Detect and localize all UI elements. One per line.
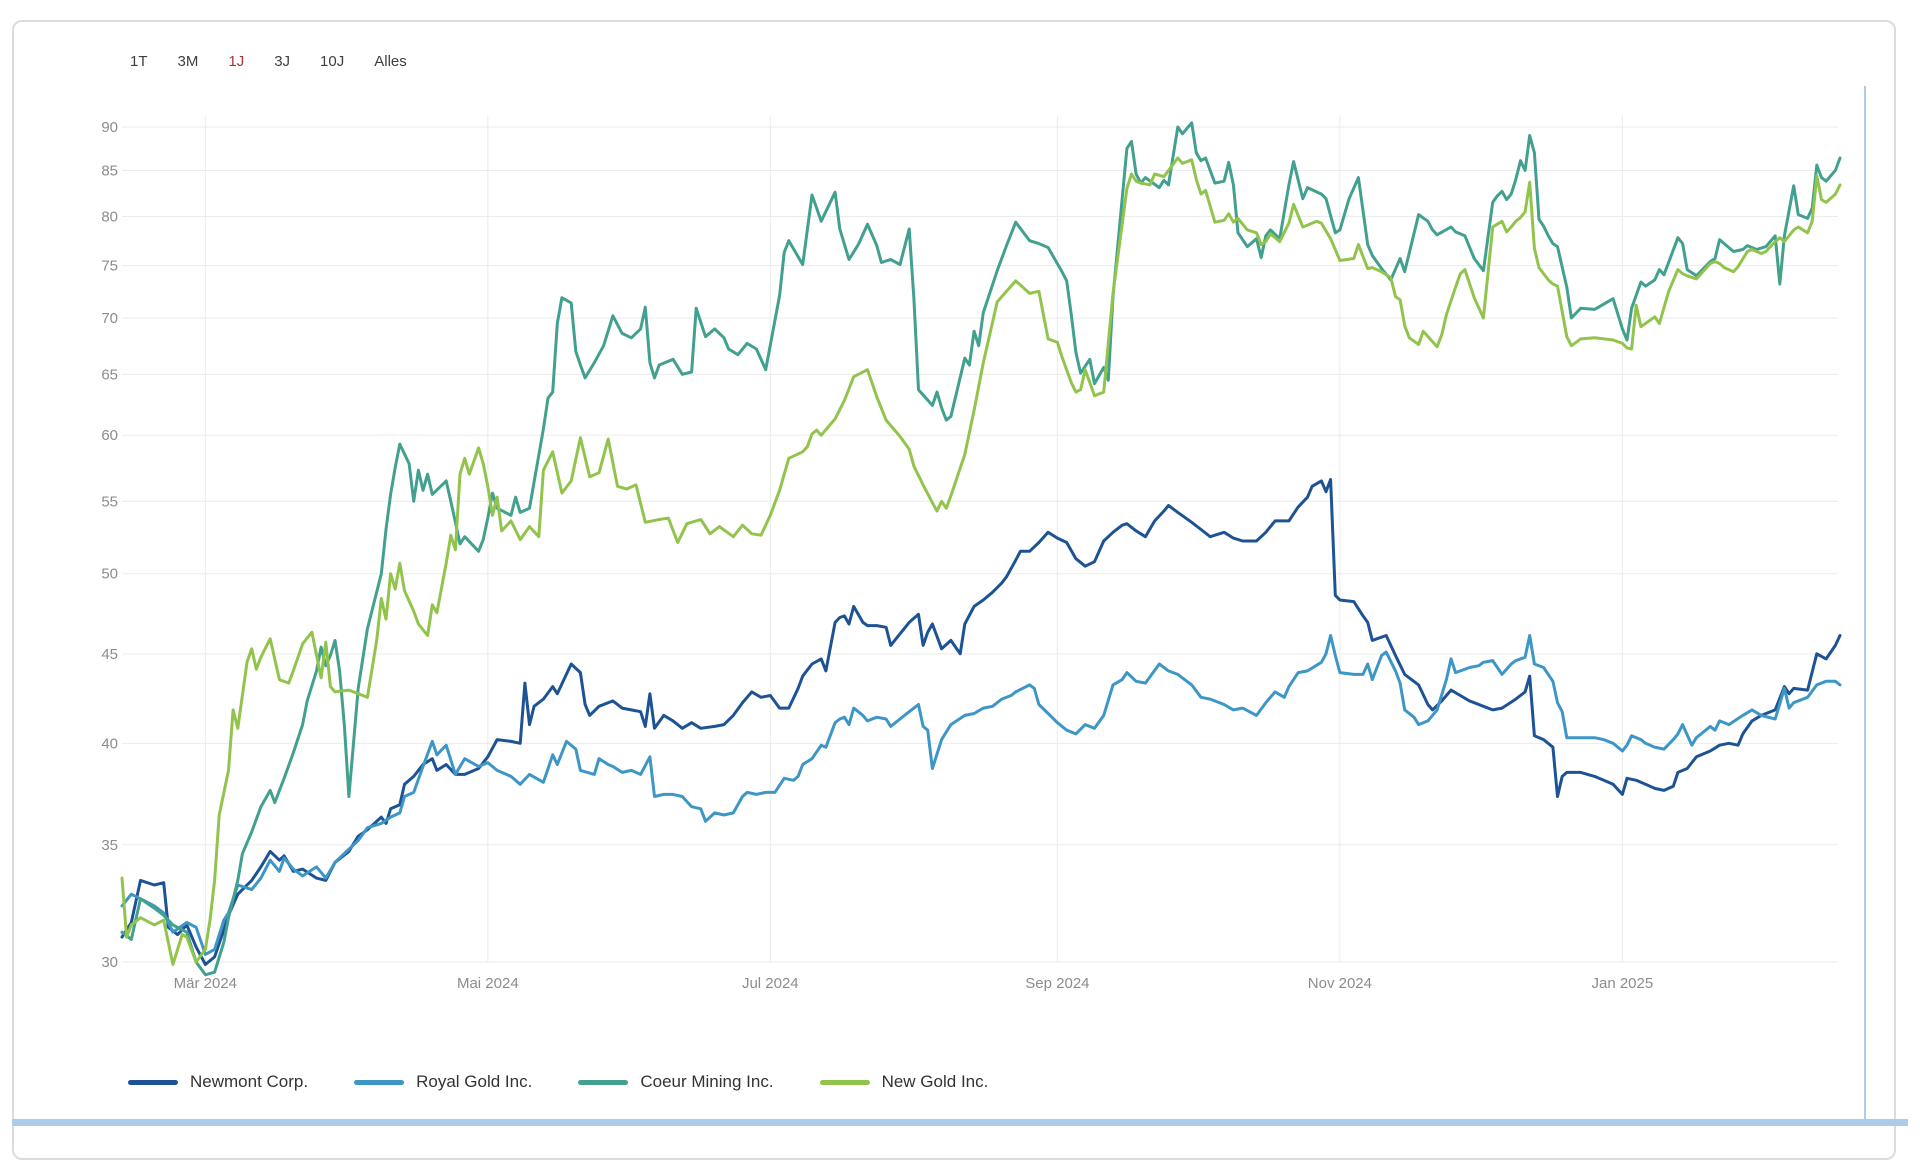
legend-item-coeur-mining-inc[interactable]: Coeur Mining Inc. xyxy=(578,1072,774,1092)
x-axis-tick-label: Sep 2024 xyxy=(1025,975,1089,992)
legend-item-label: New Gold Inc. xyxy=(881,1072,989,1091)
legend-color-dash xyxy=(128,1079,178,1085)
series-line-newmont-corp xyxy=(120,478,1842,966)
chart-frame-right-border xyxy=(1864,86,1866,1119)
y-axis-tick-label: 80 xyxy=(101,209,118,226)
legend-item-newmont-corp[interactable]: Newmont Corp. xyxy=(128,1072,308,1092)
legend-color-dash xyxy=(354,1079,405,1085)
legend-color-dash xyxy=(578,1079,629,1085)
range-button-Alles[interactable]: Alles xyxy=(372,50,409,74)
chart-card xyxy=(12,20,1896,1160)
legend-item-label: Coeur Mining Inc. xyxy=(640,1072,774,1091)
x-axis-tick-label: Jul 2024 xyxy=(742,975,799,992)
legend-color-dash xyxy=(819,1079,870,1085)
range-button-1T[interactable]: 1T xyxy=(128,50,150,74)
bottom-scrollbar[interactable] xyxy=(12,1119,1908,1126)
legend-item-royal-gold-inc[interactable]: Royal Gold Inc. xyxy=(354,1072,532,1092)
y-axis-tick-label: 90 xyxy=(101,119,118,136)
range-button-3M[interactable]: 3M xyxy=(176,50,201,74)
x-axis-tick-label: Nov 2024 xyxy=(1308,975,1372,992)
y-axis-tick-label: 35 xyxy=(101,837,118,854)
x-axis-tick-label: Jan 2025 xyxy=(1591,975,1653,992)
x-axis-tick-label: Mai 2024 xyxy=(457,975,519,992)
stock-comparison-chart: 90 85 80 75 70 65 60 55 50 45 40 35 30 Mär 2024 Mai 20… xyxy=(101,116,1842,992)
legend-item-label: Royal Gold Inc. xyxy=(416,1072,533,1091)
chart-legend: Newmont Corp. Royal Gold Inc. Coeur Mining… xyxy=(128,1072,988,1092)
series-line-new-gold-inc xyxy=(120,156,1842,966)
y-axis-tick-label: 55 xyxy=(101,493,118,510)
series-line-royal-gold-inc xyxy=(120,634,1842,956)
y-axis-tick-label: 85 xyxy=(101,162,118,179)
x-axis-tick-label: Mär 2024 xyxy=(174,975,237,992)
y-axis-tick-label: 50 xyxy=(101,566,118,583)
y-axis-tick-label: 60 xyxy=(101,427,118,444)
y-axis-tick-label: 45 xyxy=(101,646,118,663)
legend-item-new-gold-inc[interactable]: New Gold Inc. xyxy=(819,1072,989,1092)
range-button-3J[interactable]: 3J xyxy=(272,50,292,74)
legend-item-label: Newmont Corp. xyxy=(190,1072,309,1091)
range-toolbar: 1T 3M 1J 3J 10J Alles xyxy=(128,50,409,74)
range-button-10J[interactable]: 10J xyxy=(318,50,346,74)
range-button-1J[interactable]: 1J xyxy=(226,50,246,74)
y-axis-tick-label: 75 xyxy=(101,258,118,275)
y-axis-tick-label: 40 xyxy=(101,735,118,752)
y-axis-tick-label: 70 xyxy=(101,310,118,327)
y-axis-tick-label: 65 xyxy=(101,366,118,383)
series-line-coeur-mining-inc xyxy=(120,121,1842,977)
y-axis-tick-label: 30 xyxy=(101,954,118,971)
